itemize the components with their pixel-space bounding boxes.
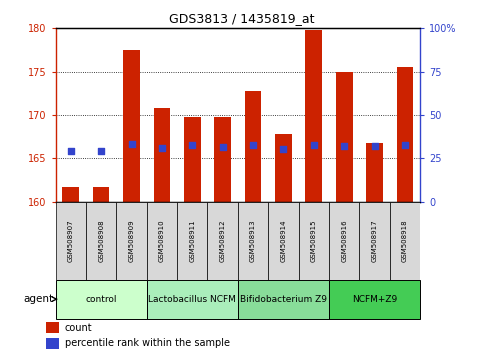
Bar [329, 202, 359, 280]
Point [280, 146, 287, 152]
Text: Lactobacillus NCFM: Lactobacillus NCFM [148, 295, 236, 304]
Text: GSM508918: GSM508918 [402, 219, 408, 262]
Bar [123, 50, 140, 202]
Bar [154, 108, 170, 202]
Point [371, 143, 379, 149]
Text: GSM508907: GSM508907 [68, 219, 74, 262]
Bar [62, 187, 79, 202]
Point [158, 145, 166, 151]
Text: GSM508908: GSM508908 [98, 219, 104, 262]
Text: NCFM+Z9: NCFM+Z9 [352, 295, 397, 304]
Bar [275, 134, 292, 202]
Text: Bifidobacterium Z9: Bifidobacterium Z9 [240, 295, 327, 304]
Bar [329, 280, 420, 319]
Text: GSM508915: GSM508915 [311, 219, 317, 262]
Bar [56, 202, 86, 280]
Text: GSM508912: GSM508912 [220, 219, 226, 262]
Point [341, 143, 348, 149]
Text: GSM508917: GSM508917 [371, 219, 378, 262]
Text: agent: agent [23, 294, 53, 304]
Point [97, 148, 105, 153]
Text: GDS3813 / 1435819_at: GDS3813 / 1435819_at [169, 12, 314, 25]
Point [401, 143, 409, 148]
Text: count: count [65, 322, 92, 332]
Point [219, 144, 227, 150]
Bar [390, 202, 420, 280]
Bar [397, 67, 413, 202]
Text: percentile rank within the sample: percentile rank within the sample [65, 338, 230, 348]
Bar [46, 322, 59, 333]
Bar [147, 280, 238, 319]
Bar [214, 117, 231, 202]
Bar [147, 202, 177, 280]
Bar [208, 202, 238, 280]
Text: GSM508910: GSM508910 [159, 219, 165, 262]
Bar [305, 30, 322, 202]
Bar [359, 202, 390, 280]
Bar [184, 117, 200, 202]
Text: GSM508909: GSM508909 [128, 219, 135, 262]
Text: GSM508913: GSM508913 [250, 219, 256, 262]
Text: GSM508916: GSM508916 [341, 219, 347, 262]
Bar [238, 202, 268, 280]
Text: GSM508914: GSM508914 [281, 219, 286, 262]
Point [310, 143, 318, 148]
Bar [245, 91, 261, 202]
Bar [268, 202, 298, 280]
Bar [86, 202, 116, 280]
Bar [56, 280, 147, 319]
Point [128, 141, 135, 147]
Bar [177, 202, 208, 280]
Point [67, 148, 74, 153]
Bar [298, 202, 329, 280]
Bar [46, 338, 59, 349]
Bar [116, 202, 147, 280]
Bar [93, 187, 110, 202]
Point [188, 143, 196, 148]
Text: control: control [85, 295, 117, 304]
Bar [336, 72, 353, 202]
Bar [366, 143, 383, 202]
Text: GSM508911: GSM508911 [189, 219, 195, 262]
Point [249, 143, 257, 148]
Bar [238, 280, 329, 319]
